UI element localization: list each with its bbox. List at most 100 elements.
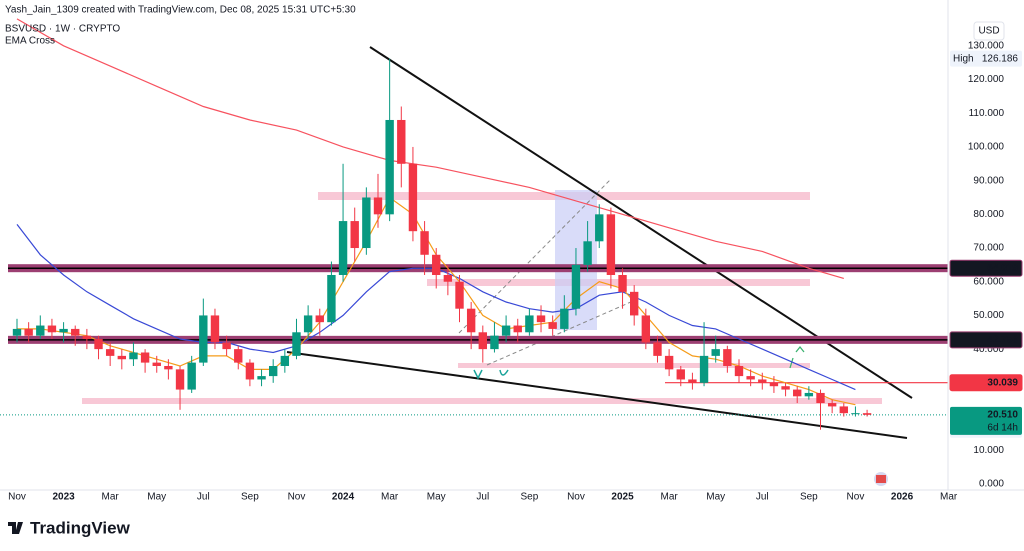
level-badge (949, 374, 1023, 392)
candle-body (851, 413, 860, 415)
y-tick-label: 0.000 (979, 479, 1004, 490)
candle-body (199, 315, 208, 363)
x-tick-label: 2023 (52, 492, 75, 503)
level-badge (949, 331, 1023, 349)
candle-body (664, 355, 674, 370)
logo (8, 522, 23, 534)
x-tick-label: May (147, 492, 166, 503)
candle-body (653, 342, 662, 356)
marker (473, 369, 509, 380)
y-tick-label: 100.000 (968, 142, 1005, 153)
candle-body (152, 362, 161, 366)
x-tick-label: Sep (241, 492, 259, 503)
candle-body (560, 308, 569, 329)
candle-body (71, 328, 80, 336)
brand: TradingView (30, 518, 131, 537)
y-tick-label: 130.000 (968, 40, 1005, 51)
x-tick-label: Mar (661, 492, 679, 503)
candle-body (105, 349, 115, 356)
candle-body (536, 315, 546, 323)
candle-body (222, 342, 231, 350)
price-badge-value: 126.186 (982, 53, 1019, 64)
y-tick-label: 50.000 (973, 310, 1004, 321)
candle-body (525, 315, 534, 333)
candle-body (711, 349, 720, 356)
flag-icon (876, 475, 886, 483)
currency[interactable]: USD (978, 26, 999, 37)
candle-body (59, 328, 68, 333)
ema-line (16, 18, 844, 279)
candle-body (490, 335, 499, 350)
level-badge-label: 64.019 (987, 263, 1018, 274)
candle-body (793, 389, 802, 397)
candle-body (36, 325, 45, 336)
candle-body (723, 349, 732, 366)
candle-body (839, 406, 848, 414)
candle-body (618, 274, 627, 292)
candle-body (804, 392, 814, 397)
candle-body (82, 335, 92, 340)
x-tick-label: Mar (381, 492, 399, 503)
candle-body (734, 365, 744, 377)
candle-body (12, 328, 22, 336)
candle-body (676, 369, 685, 380)
candle-body (175, 369, 185, 390)
candle-body (327, 274, 336, 323)
candle-body (350, 221, 359, 249)
y-tick-label: 10.000 (973, 445, 1004, 456)
price-badge-label: High (953, 53, 974, 64)
x-tick-label: Mar (940, 492, 958, 503)
x-tick-label: 2024 (332, 492, 355, 503)
zone (458, 363, 810, 368)
candle-body (94, 339, 103, 350)
candle-body (513, 325, 522, 333)
candle-body (268, 365, 278, 377)
symbol: BSVUSD · 1W · CRYPTO (5, 24, 120, 35)
dashed-line (458, 179, 611, 334)
candle-body (746, 376, 755, 380)
x-tick-label: Nov (288, 492, 306, 503)
candle-body (501, 325, 511, 336)
y-tick-label: 60.000 (973, 276, 1004, 287)
candle-body (373, 197, 383, 215)
level-badge-label: 42.753 (987, 334, 1018, 345)
candle-body (629, 291, 639, 316)
candle-body (781, 386, 790, 390)
candle-body (641, 315, 651, 343)
candle-body (688, 379, 697, 383)
candle-body (117, 355, 126, 360)
candle-body (385, 119, 394, 215)
currency-box[interactable] (973, 21, 1005, 41)
candle-body (47, 325, 57, 333)
x-tick-label: Jul (756, 492, 769, 503)
candle-body (548, 322, 557, 329)
candle-body (432, 254, 441, 275)
x-tick-label: May (706, 492, 725, 503)
candle-body (338, 221, 348, 275)
x-tick-label: Nov (847, 492, 865, 503)
attribution: Yash_Jain_1309 created with TradingView.… (5, 5, 356, 16)
y-tick-label: 110.000 (969, 108, 1005, 119)
candle-body (303, 315, 313, 333)
x-tick-label: May (427, 492, 446, 503)
x-tick-label: Mar (102, 492, 120, 503)
candle-body (827, 403, 837, 407)
candle-body (257, 376, 266, 380)
candle-body (758, 379, 767, 383)
candle-body (234, 349, 243, 363)
candle-body (362, 197, 371, 249)
candle-body (478, 332, 487, 350)
candle-body (397, 119, 406, 164)
y-tick-label: 90.000 (973, 175, 1004, 186)
candle-body (571, 264, 581, 309)
trendline (286, 351, 908, 439)
level-badge (949, 259, 1023, 277)
candle-body (816, 392, 825, 404)
last-price-label: 20.510 (987, 409, 1018, 420)
candle-body (187, 362, 196, 390)
y-tick-label: 120.000 (968, 74, 1005, 85)
x-tick-label: Nov (8, 492, 26, 503)
candle-body (408, 163, 418, 232)
